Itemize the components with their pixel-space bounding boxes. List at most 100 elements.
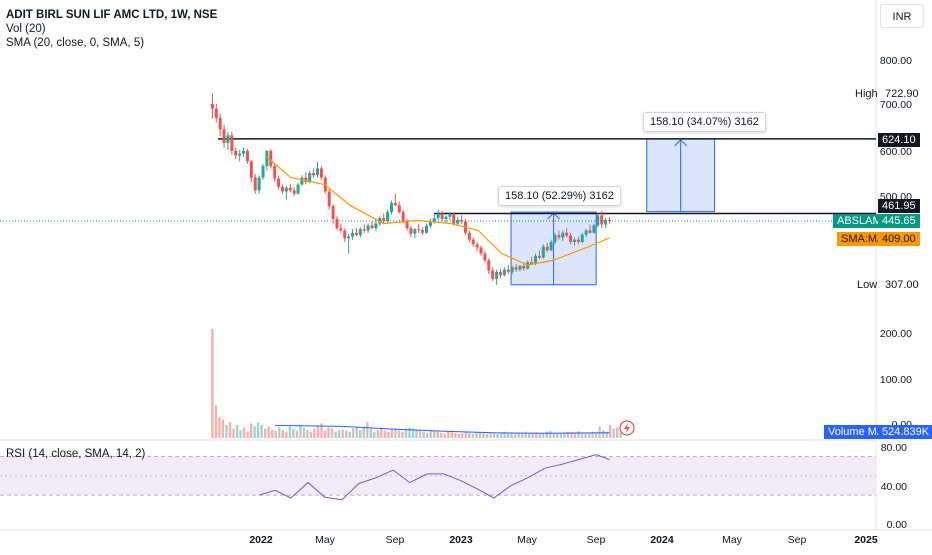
measure-label-2: 158.10 (34.07%) 3162	[643, 112, 766, 132]
volume-bar	[422, 431, 425, 438]
candle	[234, 147, 238, 160]
candle-body	[366, 225, 370, 231]
volume-bar	[510, 432, 513, 438]
candle	[374, 219, 378, 231]
candle-body	[553, 235, 557, 242]
candle-body	[530, 262, 534, 265]
candle	[366, 223, 370, 233]
candle	[389, 200, 393, 215]
candle-body	[584, 230, 588, 235]
volume-ma-value: 524.839K	[878, 425, 932, 439]
volume-bar	[549, 430, 552, 438]
candle-body	[370, 225, 374, 229]
candle-body	[487, 260, 491, 271]
candle	[425, 223, 429, 234]
candle-body	[557, 235, 561, 238]
candle-body	[541, 246, 545, 258]
volume-bar	[605, 431, 608, 438]
volume-bar	[334, 431, 337, 438]
candle	[471, 237, 475, 247]
volume-bar	[373, 431, 376, 438]
volume-bar	[570, 432, 573, 438]
time-tick-label: 2025	[854, 534, 878, 546]
volume-bar	[527, 433, 531, 438]
volume-bar	[506, 433, 510, 438]
low-value: 307.00	[885, 279, 919, 291]
volume-bar	[594, 432, 598, 438]
candle-body	[327, 191, 331, 207]
currency-selector[interactable]: INR	[880, 4, 924, 28]
volume-bar	[478, 432, 482, 438]
volume-bar	[337, 430, 341, 438]
candle-body	[425, 225, 429, 233]
candle-body	[249, 161, 253, 178]
event-icon-bolt	[624, 423, 630, 433]
volume-bar	[492, 433, 496, 438]
candle	[280, 184, 284, 194]
volume-bar	[260, 424, 263, 438]
candle-body	[413, 229, 417, 234]
volume-bar	[552, 432, 556, 438]
candle	[242, 147, 246, 157]
candle	[413, 228, 417, 239]
candle-body	[245, 150, 249, 162]
candle	[347, 233, 351, 254]
volume-bar	[471, 433, 475, 438]
candle	[218, 113, 222, 137]
rsi-tick-label: 80.00	[881, 442, 907, 454]
volume-bar	[256, 422, 260, 438]
candle	[261, 163, 265, 180]
candle	[588, 224, 592, 234]
candle	[428, 219, 432, 229]
candle-body	[316, 168, 320, 176]
volume-bar	[584, 433, 587, 438]
candle-body	[273, 166, 277, 179]
candle	[495, 269, 499, 285]
candle-body	[242, 150, 246, 154]
candle	[557, 230, 561, 240]
candle	[339, 223, 343, 233]
sma-tag-value: 409.00	[878, 232, 920, 246]
time-tick-label: 2023	[449, 534, 473, 546]
volume-bar	[348, 431, 351, 438]
candle	[335, 216, 339, 231]
candle	[541, 244, 545, 259]
candle	[245, 149, 249, 164]
volume-bar	[242, 427, 246, 438]
candle	[312, 168, 316, 178]
time-tick-label: May	[722, 534, 743, 546]
volume-bar	[556, 433, 559, 438]
volume-bar	[235, 424, 239, 438]
volume-legend: Vol (20)	[6, 23, 46, 35]
price-tick-label: 200.00	[880, 328, 912, 340]
candle	[292, 186, 296, 196]
volume-bar	[366, 422, 369, 438]
last-price-tag: 445.65	[878, 214, 920, 228]
price-tick-label: 100.00	[880, 374, 912, 386]
candle-body	[358, 229, 362, 236]
candle-body	[534, 255, 538, 265]
candle-body	[502, 269, 506, 276]
candle	[467, 230, 471, 242]
candle	[265, 150, 269, 171]
candle-body	[226, 135, 230, 144]
candle-body	[269, 150, 273, 167]
volume-bar	[429, 430, 432, 438]
volume-bar	[369, 428, 372, 438]
candle-body	[374, 223, 378, 229]
high-label: High	[855, 88, 878, 100]
candle-body	[506, 269, 510, 272]
rsi-tick-label: 0.00	[887, 519, 908, 531]
volume-bar	[351, 428, 355, 438]
candle	[214, 104, 218, 123]
volume-bar	[288, 426, 292, 438]
candle-body	[234, 150, 238, 156]
candle	[273, 163, 277, 183]
candle-body	[280, 186, 284, 192]
volume-bar	[591, 431, 594, 438]
candle-body	[588, 230, 592, 233]
candle-body	[522, 265, 526, 269]
volume-bar	[390, 429, 394, 438]
candle	[358, 227, 362, 238]
